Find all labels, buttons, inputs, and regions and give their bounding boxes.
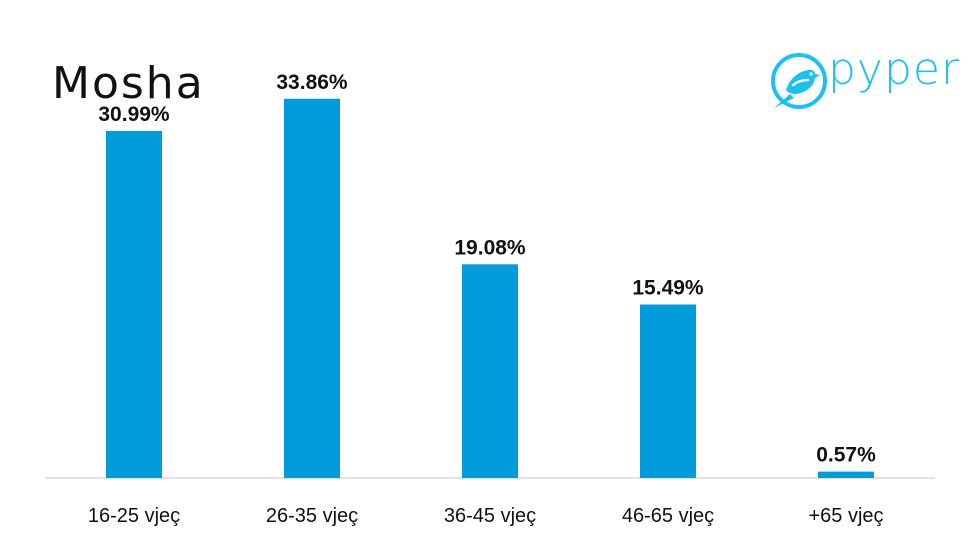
pyper-logo: pyper xyxy=(768,44,959,112)
bar-3 xyxy=(462,264,518,478)
bar-2 xyxy=(284,98,340,478)
category-label-2: 26-35 vjeç xyxy=(266,505,358,527)
data-label-2: 33.86% xyxy=(276,71,348,94)
data-label-1: 30.99% xyxy=(98,103,170,126)
category-label-1: 16-25 vjeç xyxy=(88,505,180,527)
bird-icon xyxy=(771,53,827,109)
bar-4 xyxy=(640,304,696,478)
data-label-3: 19.08% xyxy=(454,236,526,259)
data-label-4: 15.49% xyxy=(632,277,704,300)
logo-text: pyper xyxy=(828,44,961,95)
category-label-4: 46-65 vjeç xyxy=(622,505,714,527)
category-label-5: +65 vjeç xyxy=(808,505,883,527)
bar-5 xyxy=(818,471,874,478)
page-title: Mosha xyxy=(52,58,205,109)
category-label-3: 36-45 vjeç xyxy=(444,505,536,527)
data-label-5: 0.57% xyxy=(816,444,876,467)
bar-1 xyxy=(106,130,162,479)
